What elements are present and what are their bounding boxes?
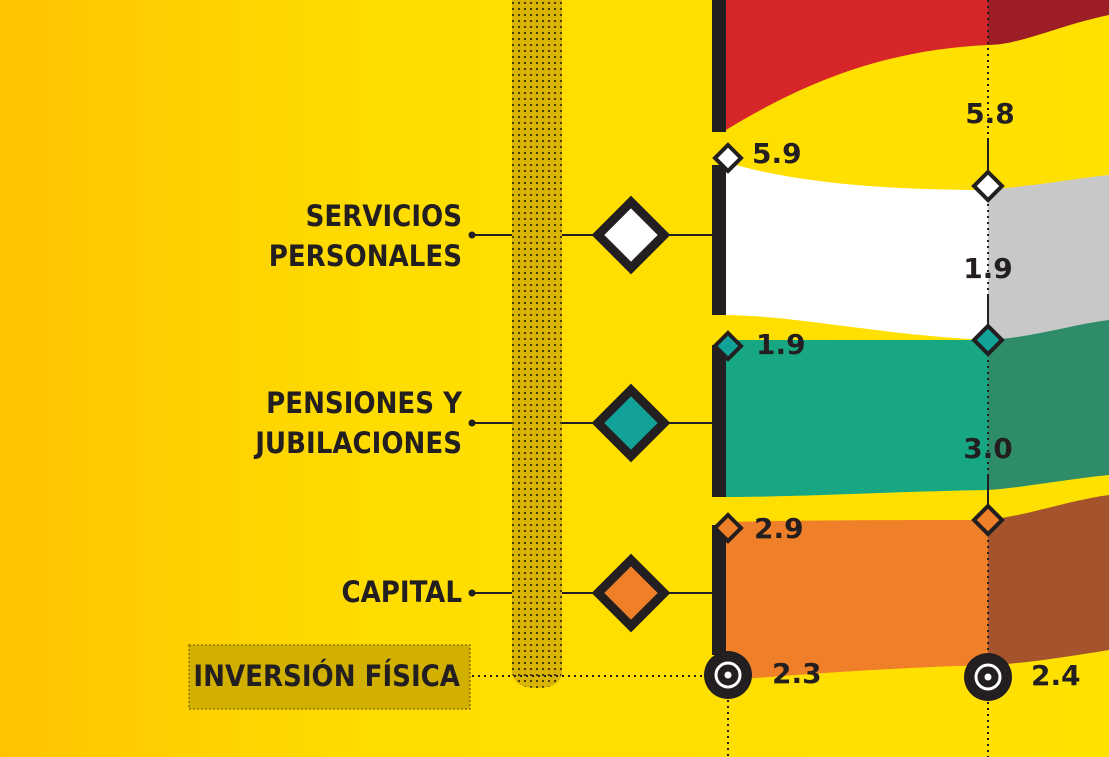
flow-orange — [726, 520, 988, 680]
flow-orange-right — [988, 495, 1109, 665]
bar — [712, 165, 726, 315]
bar — [712, 525, 726, 655]
value-label: 5.8 — [965, 97, 1015, 130]
label-box — [188, 644, 471, 710]
value-label: 2.3 — [772, 657, 822, 690]
bars — [712, 0, 726, 655]
big-diamonds — [591, 195, 671, 633]
dotted-column — [512, 0, 562, 688]
guides — [472, 0, 989, 757]
value-label: 2.4 — [1031, 659, 1081, 692]
flow-gray — [988, 175, 1109, 340]
flow-white — [726, 162, 988, 340]
category-label: PENSIONES Y — [266, 386, 463, 420]
value-label: 5.9 — [752, 137, 802, 170]
value-label: 1.9 — [963, 252, 1013, 285]
category-label: PERSONALES — [269, 239, 462, 273]
diamond — [591, 553, 671, 633]
bullets — [468, 231, 476, 597]
flow-green-right — [988, 320, 1109, 490]
flow-red — [726, 0, 988, 130]
value-label: 1.9 — [756, 328, 806, 361]
targets — [704, 651, 1012, 701]
flow-red-right — [988, 0, 1109, 45]
bar — [712, 345, 726, 497]
category-label: INVERSIÓN FÍSICA — [193, 659, 460, 693]
category-label: CAPITAL — [341, 575, 462, 609]
value-label: 3.0 — [963, 432, 1013, 465]
flow-green — [726, 340, 988, 497]
category-label: SERVICIOS — [306, 199, 462, 233]
value-label: 2.9 — [754, 512, 804, 545]
small-diamonds — [712, 142, 1005, 544]
diamond — [591, 383, 671, 463]
bar — [712, 0, 726, 132]
flows — [726, 0, 1109, 680]
category-label: JUBILACIONES — [253, 426, 462, 460]
diamond — [591, 195, 671, 275]
